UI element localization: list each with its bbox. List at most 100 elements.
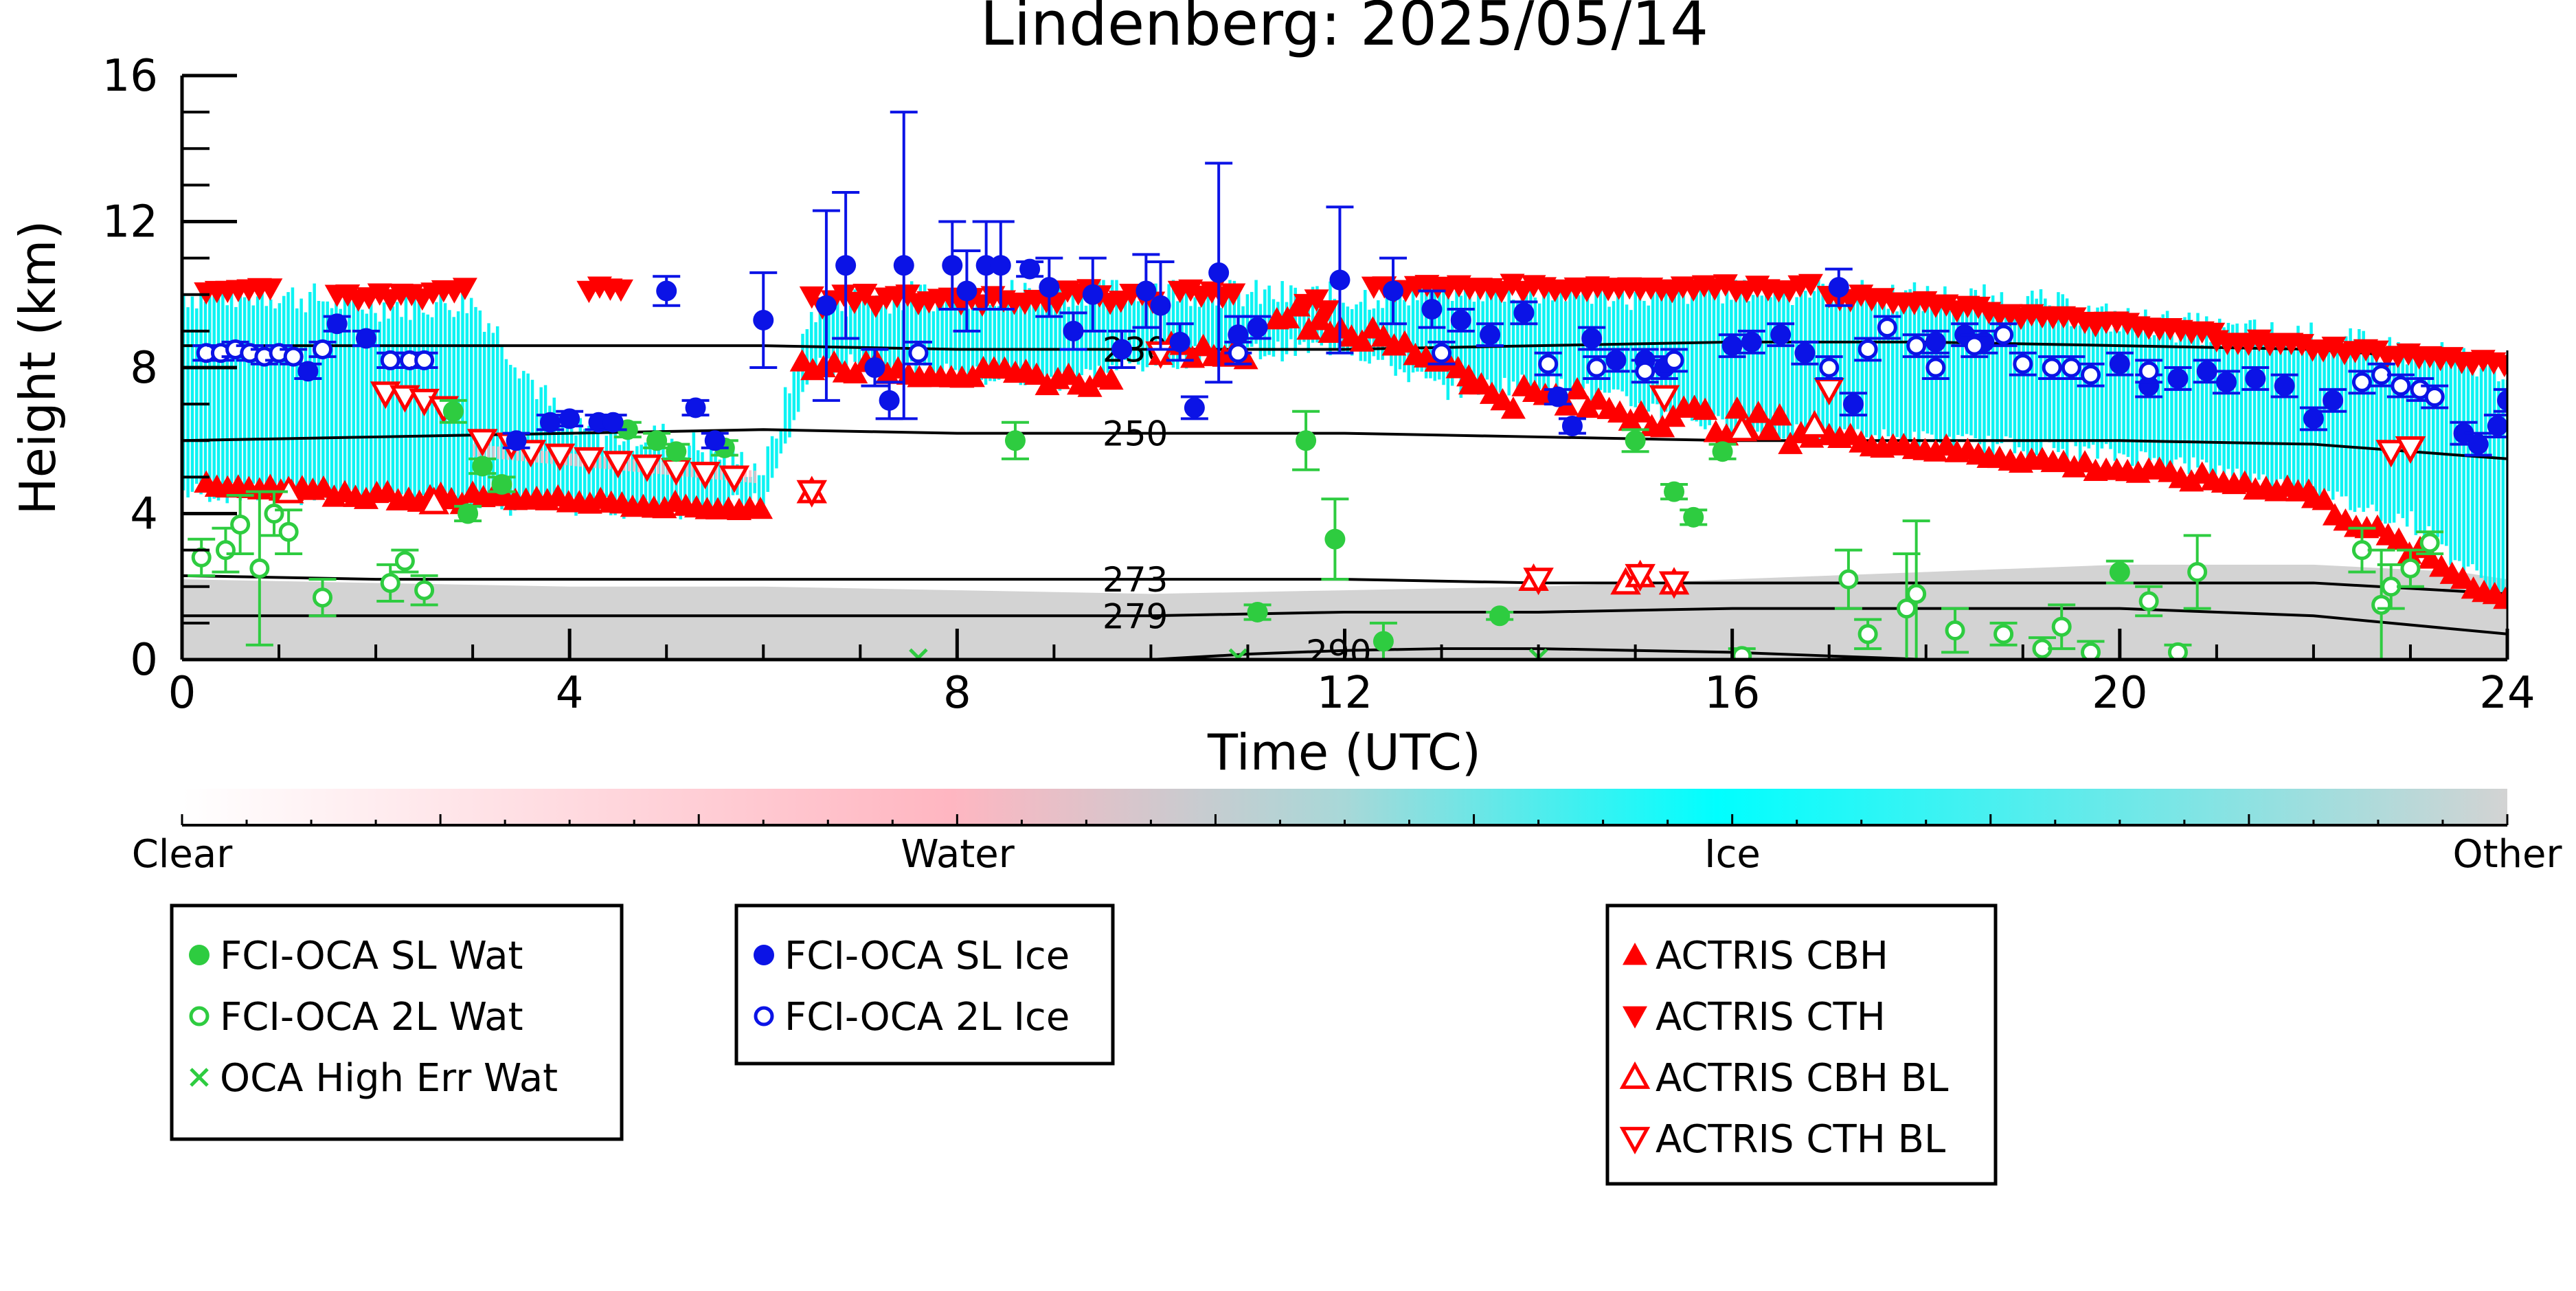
ice-column — [1616, 289, 1620, 390]
ice-column — [1010, 280, 1014, 375]
ice-column — [905, 298, 909, 366]
data-point — [1629, 400, 1654, 423]
data-point — [1169, 331, 1190, 352]
ice-column — [1660, 286, 1664, 419]
ice-column — [635, 446, 639, 506]
ice-column — [2397, 341, 2400, 514]
ice-column — [2096, 307, 2099, 459]
data-point — [1247, 601, 1268, 622]
data-point — [353, 486, 379, 509]
ice-column — [1721, 303, 1724, 420]
ice-column — [1738, 288, 1742, 435]
ice-column — [409, 319, 412, 509]
ice-column — [1603, 283, 1607, 393]
ice-column — [1886, 308, 1890, 437]
ice-column — [1106, 295, 1110, 373]
water-column — [473, 444, 476, 457]
ice-column — [1141, 291, 1144, 372]
data-point — [1324, 528, 1346, 550]
ice-column — [2270, 322, 2274, 490]
data-point — [1664, 350, 1684, 370]
ice-column — [1023, 282, 1027, 385]
ice-column — [2070, 326, 2073, 442]
ice-column — [378, 322, 382, 502]
ice-column — [1978, 308, 1982, 445]
legend-label: ACTRIS CBH — [1656, 934, 1888, 978]
data-point — [1945, 620, 1965, 640]
ice-column — [374, 313, 377, 489]
data-point — [1111, 339, 1133, 360]
data-point — [2386, 527, 2412, 550]
ice-column — [1764, 280, 1768, 433]
legend-label: ACTRIS CTH BL — [1656, 1117, 1945, 1162]
ice-column — [2122, 319, 2125, 455]
water-column — [719, 467, 723, 480]
x-tick-label: 8 — [943, 668, 971, 719]
ice-column — [504, 359, 508, 498]
ice-column — [896, 293, 901, 377]
ice-column — [1019, 293, 1023, 385]
ice-column — [1228, 280, 1232, 359]
ice-column — [2401, 351, 2405, 519]
ice-column — [1110, 280, 1114, 366]
ice-column — [1219, 308, 1223, 354]
legend-label: FCI-OCA SL Wat — [220, 934, 523, 978]
data-point — [2187, 562, 2208, 582]
data-point — [1683, 506, 1704, 528]
ice-column — [2170, 332, 2173, 469]
data-point — [1523, 568, 1554, 596]
ice-column — [1032, 293, 1036, 373]
ice-column — [605, 436, 609, 497]
ice-column — [574, 435, 578, 516]
data-point — [1586, 387, 1612, 410]
data-point — [2321, 337, 2347, 359]
contour-line — [182, 340, 2507, 366]
ice-column — [853, 289, 857, 362]
ice-column — [988, 304, 992, 381]
data-point — [893, 255, 914, 276]
data-point — [1004, 430, 1026, 451]
data-point — [704, 430, 725, 451]
ice-column — [2266, 335, 2270, 491]
water-column — [744, 469, 747, 482]
data-point — [2371, 594, 2392, 615]
water-column — [487, 445, 490, 458]
ice-column — [1498, 282, 1502, 393]
data-point — [835, 255, 857, 276]
ice-column — [2074, 319, 2078, 447]
data-point — [2061, 357, 2081, 378]
data-point — [2453, 423, 2474, 444]
ice-column — [1533, 298, 1537, 391]
data-point — [1906, 335, 1927, 356]
ice-column — [2274, 336, 2278, 496]
ice-column — [822, 298, 826, 358]
ice-column — [1651, 289, 1655, 404]
data-point — [1035, 372, 1060, 396]
x-tick-label: 4 — [556, 668, 584, 719]
ice-column — [491, 333, 495, 497]
ice-column — [339, 308, 342, 492]
ice-column — [1115, 280, 1118, 370]
ice-column — [770, 436, 774, 478]
data-point — [942, 255, 963, 276]
legend-frame — [170, 903, 624, 1141]
water-column — [662, 462, 665, 475]
ice-column — [2427, 348, 2431, 526]
ice-column — [186, 307, 190, 498]
ice-column — [918, 284, 923, 360]
ice-column — [242, 297, 247, 493]
data-point — [1565, 377, 1590, 400]
contour-label: 290 — [1306, 633, 1371, 673]
ice-column — [1136, 301, 1140, 365]
data-point — [879, 390, 900, 411]
data-point — [1934, 294, 1959, 317]
ice-column — [909, 281, 914, 361]
ice-column — [190, 296, 194, 492]
ice-column — [844, 316, 848, 369]
ice-column — [827, 307, 831, 359]
water-column — [521, 449, 524, 462]
ice-column — [600, 449, 604, 510]
ice-column — [1664, 280, 1668, 412]
ice-column — [749, 477, 752, 499]
data-point — [1693, 397, 1718, 420]
